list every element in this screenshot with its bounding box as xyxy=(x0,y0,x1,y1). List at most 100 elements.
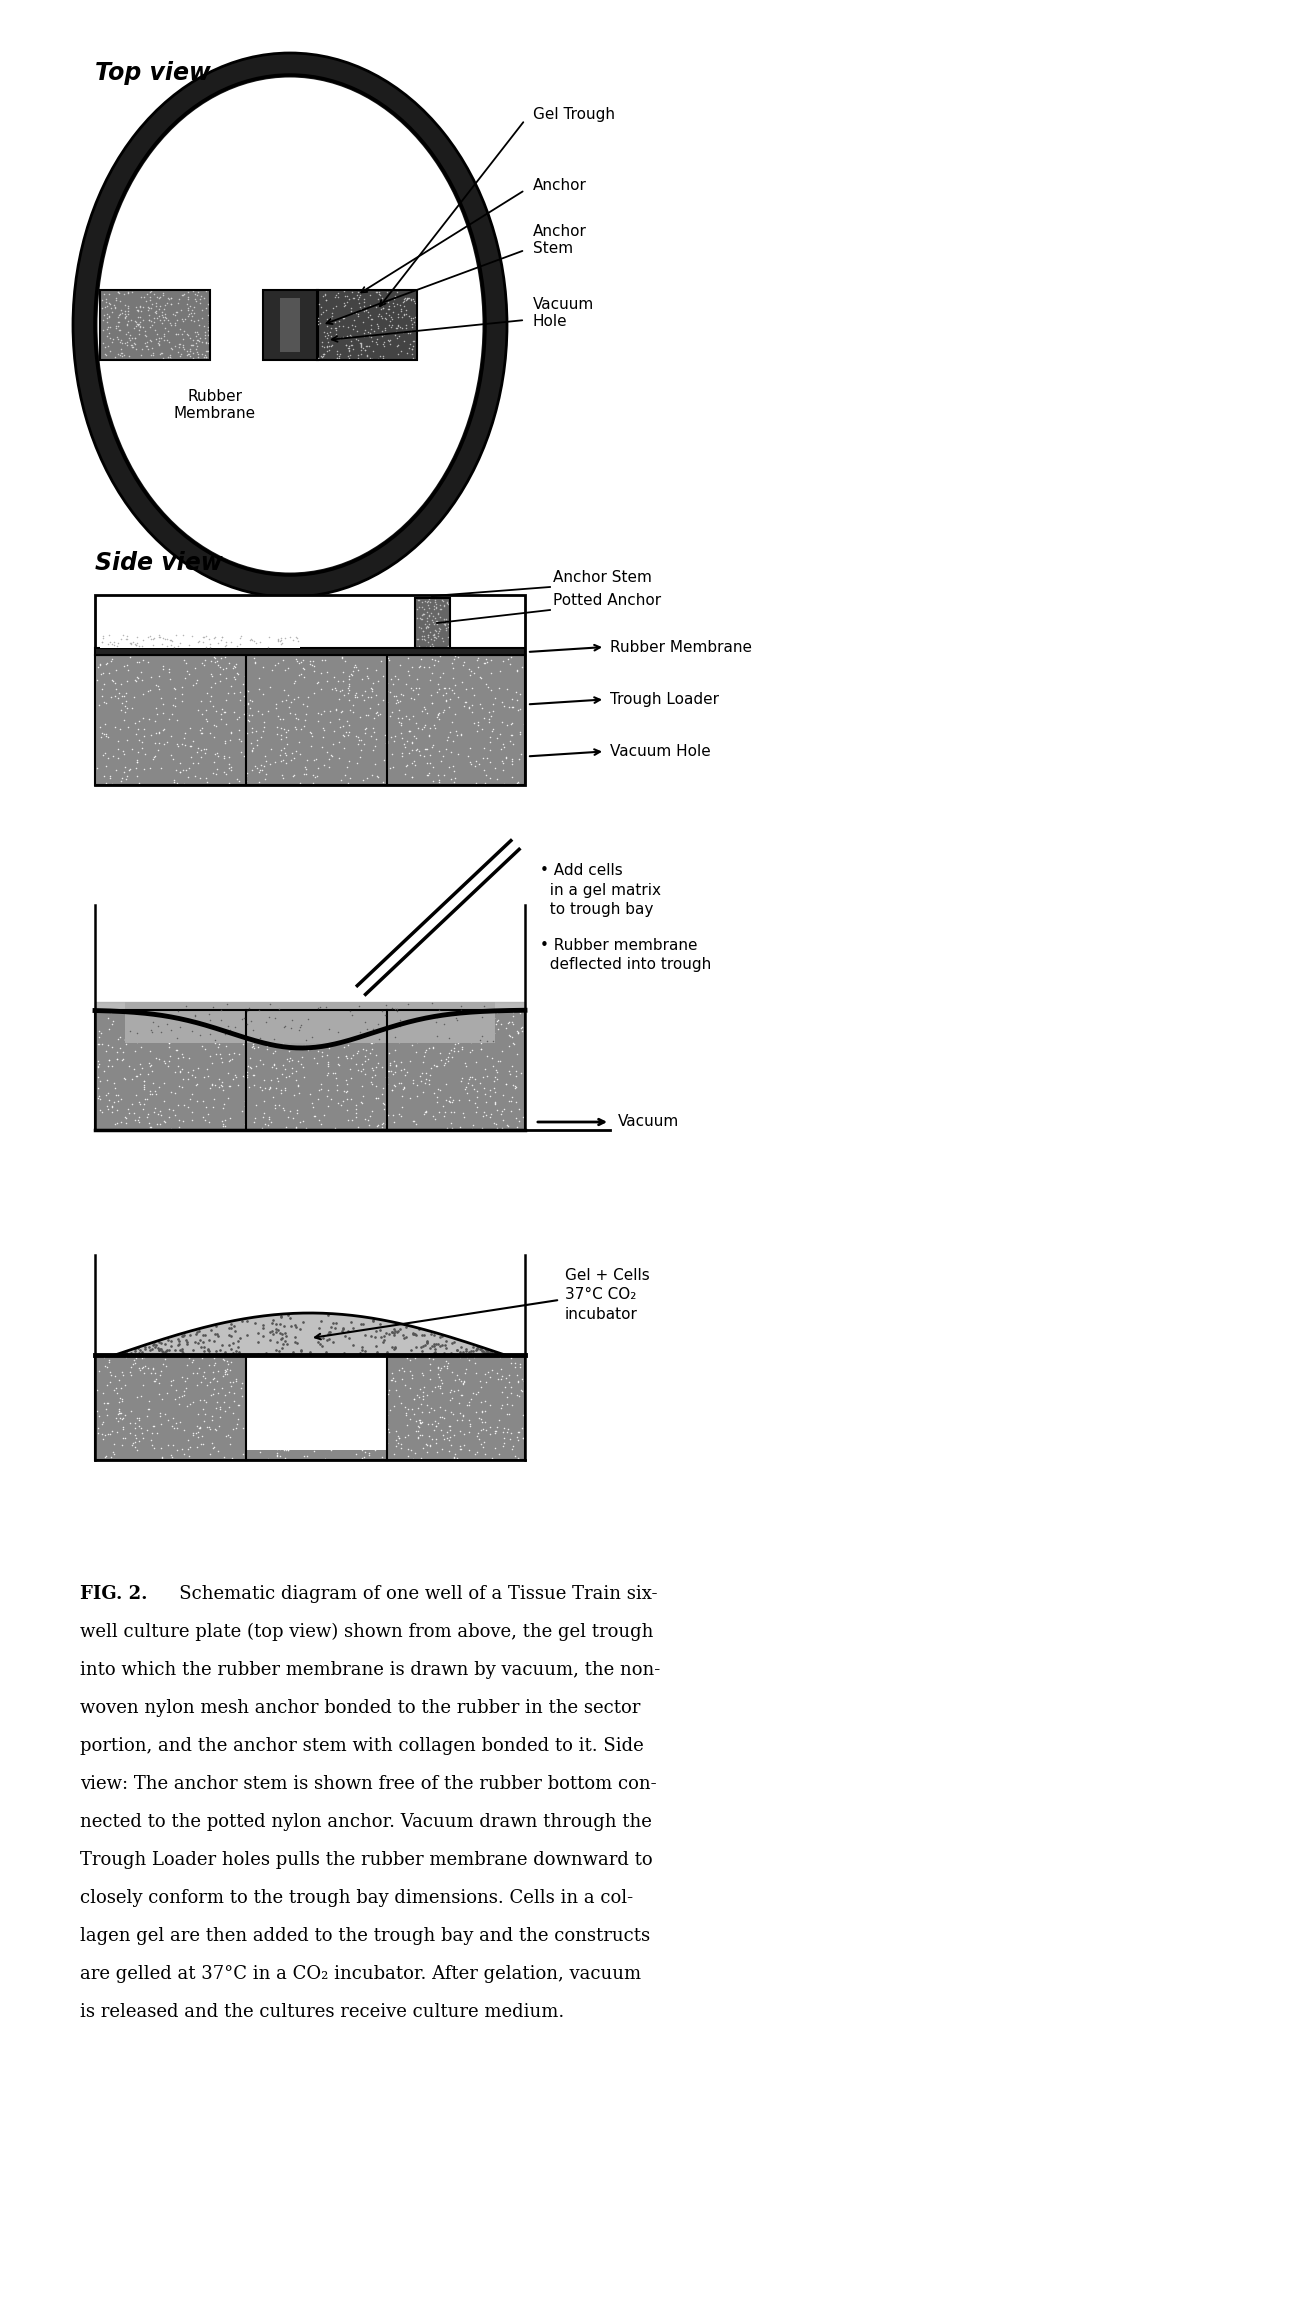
Point xyxy=(390,675,411,712)
Point xyxy=(378,284,399,320)
Point xyxy=(339,337,360,373)
Point xyxy=(377,724,398,761)
Point xyxy=(107,721,128,758)
Point xyxy=(130,765,150,802)
Point xyxy=(153,297,174,334)
Point xyxy=(95,1418,115,1454)
Point xyxy=(426,604,447,641)
Text: Top view: Top view xyxy=(95,60,211,85)
Point xyxy=(351,1053,372,1090)
Point xyxy=(464,1106,484,1143)
Point xyxy=(355,311,376,348)
Point xyxy=(477,666,497,703)
Point xyxy=(317,733,338,770)
Point xyxy=(348,284,369,320)
Point xyxy=(276,712,297,749)
Point xyxy=(255,761,276,798)
Point xyxy=(430,1367,451,1404)
Point xyxy=(168,1012,189,1049)
Point xyxy=(111,1353,132,1390)
Point xyxy=(411,1418,431,1454)
Point xyxy=(276,735,297,772)
Point xyxy=(341,1365,361,1401)
Point xyxy=(394,284,414,320)
Point xyxy=(115,1104,136,1141)
Point xyxy=(101,325,122,362)
Point xyxy=(417,1376,438,1413)
Point xyxy=(388,1065,409,1102)
Point xyxy=(117,316,137,353)
Point xyxy=(396,334,417,371)
Point xyxy=(313,313,334,350)
Point xyxy=(317,300,338,337)
Point xyxy=(496,738,517,774)
Point xyxy=(333,1351,354,1388)
Point xyxy=(411,1371,431,1408)
Point xyxy=(334,728,355,765)
Point xyxy=(438,1019,458,1056)
Point xyxy=(185,274,206,311)
Point xyxy=(357,659,378,696)
Point xyxy=(422,1019,443,1056)
Point xyxy=(207,1353,228,1390)
Point xyxy=(492,1076,513,1113)
Point xyxy=(197,316,218,353)
Point xyxy=(214,754,234,791)
Point xyxy=(249,659,269,696)
Point xyxy=(385,1067,405,1104)
Point xyxy=(174,1374,194,1411)
Point xyxy=(148,1005,168,1042)
Point xyxy=(325,668,346,705)
Point xyxy=(440,1093,461,1129)
Point xyxy=(193,731,214,768)
Point xyxy=(404,284,425,320)
Point xyxy=(188,316,208,353)
Point xyxy=(491,1390,512,1427)
Point xyxy=(214,1342,234,1378)
Point xyxy=(447,1033,467,1070)
Point xyxy=(368,1005,388,1042)
Point xyxy=(352,662,373,698)
Point xyxy=(512,1012,532,1049)
Point xyxy=(425,1003,445,1040)
Point xyxy=(416,1424,436,1461)
Point xyxy=(369,1415,390,1452)
Point xyxy=(390,1003,411,1040)
Point xyxy=(139,1033,159,1070)
Point xyxy=(184,302,205,339)
Point xyxy=(321,1081,342,1118)
Point xyxy=(426,698,447,735)
Point xyxy=(289,724,310,761)
Point xyxy=(304,1395,325,1431)
Point xyxy=(164,687,185,724)
Point xyxy=(513,1420,534,1457)
Point xyxy=(319,1395,339,1431)
Point xyxy=(390,645,411,682)
Point xyxy=(427,666,448,703)
Point xyxy=(510,993,531,1030)
Point xyxy=(508,1362,528,1399)
Point xyxy=(199,1365,220,1401)
Point xyxy=(193,1390,214,1427)
Point xyxy=(374,1090,395,1127)
Point xyxy=(98,1042,119,1079)
Point xyxy=(408,1005,429,1042)
Point xyxy=(185,650,206,687)
Point xyxy=(111,1383,132,1420)
Point xyxy=(417,694,438,731)
Point xyxy=(212,1065,233,1102)
Point xyxy=(174,277,194,313)
Point xyxy=(196,272,216,309)
Point xyxy=(368,662,388,698)
Point xyxy=(91,281,111,318)
Point xyxy=(298,1362,319,1399)
Bar xyxy=(95,648,524,655)
Point xyxy=(316,281,337,318)
Point xyxy=(322,726,343,763)
Point xyxy=(137,323,158,360)
Point xyxy=(132,627,153,664)
Point xyxy=(284,1076,304,1113)
Point xyxy=(96,284,117,320)
Point xyxy=(351,332,372,369)
Point xyxy=(212,1072,233,1109)
